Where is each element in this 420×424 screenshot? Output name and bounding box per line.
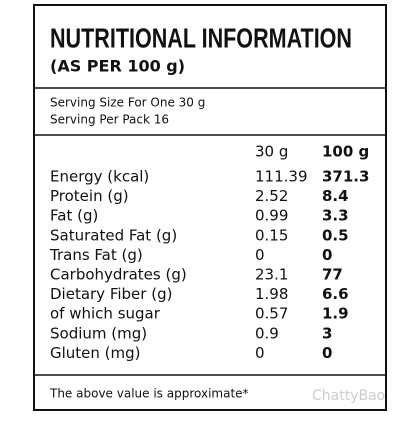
nutrient-name: Sodium (mg) [50, 324, 147, 342]
serving-per-pack: Serving Per Pack 16 [50, 113, 169, 127]
watermark: ChattyBao [312, 388, 385, 404]
nutrient-name: Energy (kcal) [50, 168, 149, 186]
value-30g: 0.57 [255, 305, 288, 323]
nutrient-name: Dietary Fiber (g) [50, 285, 172, 303]
nutrient-rows: Energy (kcal) 111.39 371.3 Protein (g) 2.52 8… [49, 168, 369, 362]
value-30g: 23.1 [255, 266, 288, 284]
value-100g: 3 [322, 324, 332, 342]
subtitle: (AS PER 100 g) [50, 57, 185, 76]
nutrient-name: Saturated Fat (g) [50, 226, 177, 244]
serving-size: Serving Size For One 30 g [50, 96, 205, 110]
value-30g: 0 [255, 246, 265, 264]
footer-note: The above value is approximate* [49, 387, 249, 401]
value-100g: 8.4 [322, 187, 349, 205]
nutrient-name: of which sugar [50, 305, 161, 323]
nutrient-name: Gluten (mg) [50, 344, 141, 362]
label-border [33, 4, 387, 411]
title: NUTRITIONAL INFORMATION [50, 22, 352, 53]
nutrient-name: Carbohydrates (g) [50, 266, 187, 284]
nutrient-name: Trans Fat (g) [49, 246, 143, 264]
value-100g: 3.3 [322, 207, 349, 225]
value-100g: 371.3 [322, 168, 369, 186]
value-100g: 0.5 [322, 226, 349, 244]
nutrient-name: Protein (g) [50, 187, 129, 205]
value-100g: 1.9 [322, 305, 349, 323]
value-30g: 2.52 [255, 187, 288, 205]
nutrient-name: Fat (g) [50, 207, 98, 225]
value-30g: 0.15 [255, 226, 288, 244]
value-30g: 0.9 [255, 324, 279, 342]
value-100g: 77 [322, 266, 343, 284]
value-30g: 0.99 [255, 207, 288, 225]
value-100g: 0 [322, 344, 332, 362]
column-header: 100 g [322, 143, 369, 161]
value-30g: 111.39 [255, 168, 308, 186]
value-30g: 0 [255, 344, 265, 362]
value-100g: 6.6 [322, 285, 349, 303]
column-header: 30 g [255, 143, 288, 161]
value-100g: 0 [322, 246, 332, 264]
value-30g: 1.98 [255, 285, 288, 303]
